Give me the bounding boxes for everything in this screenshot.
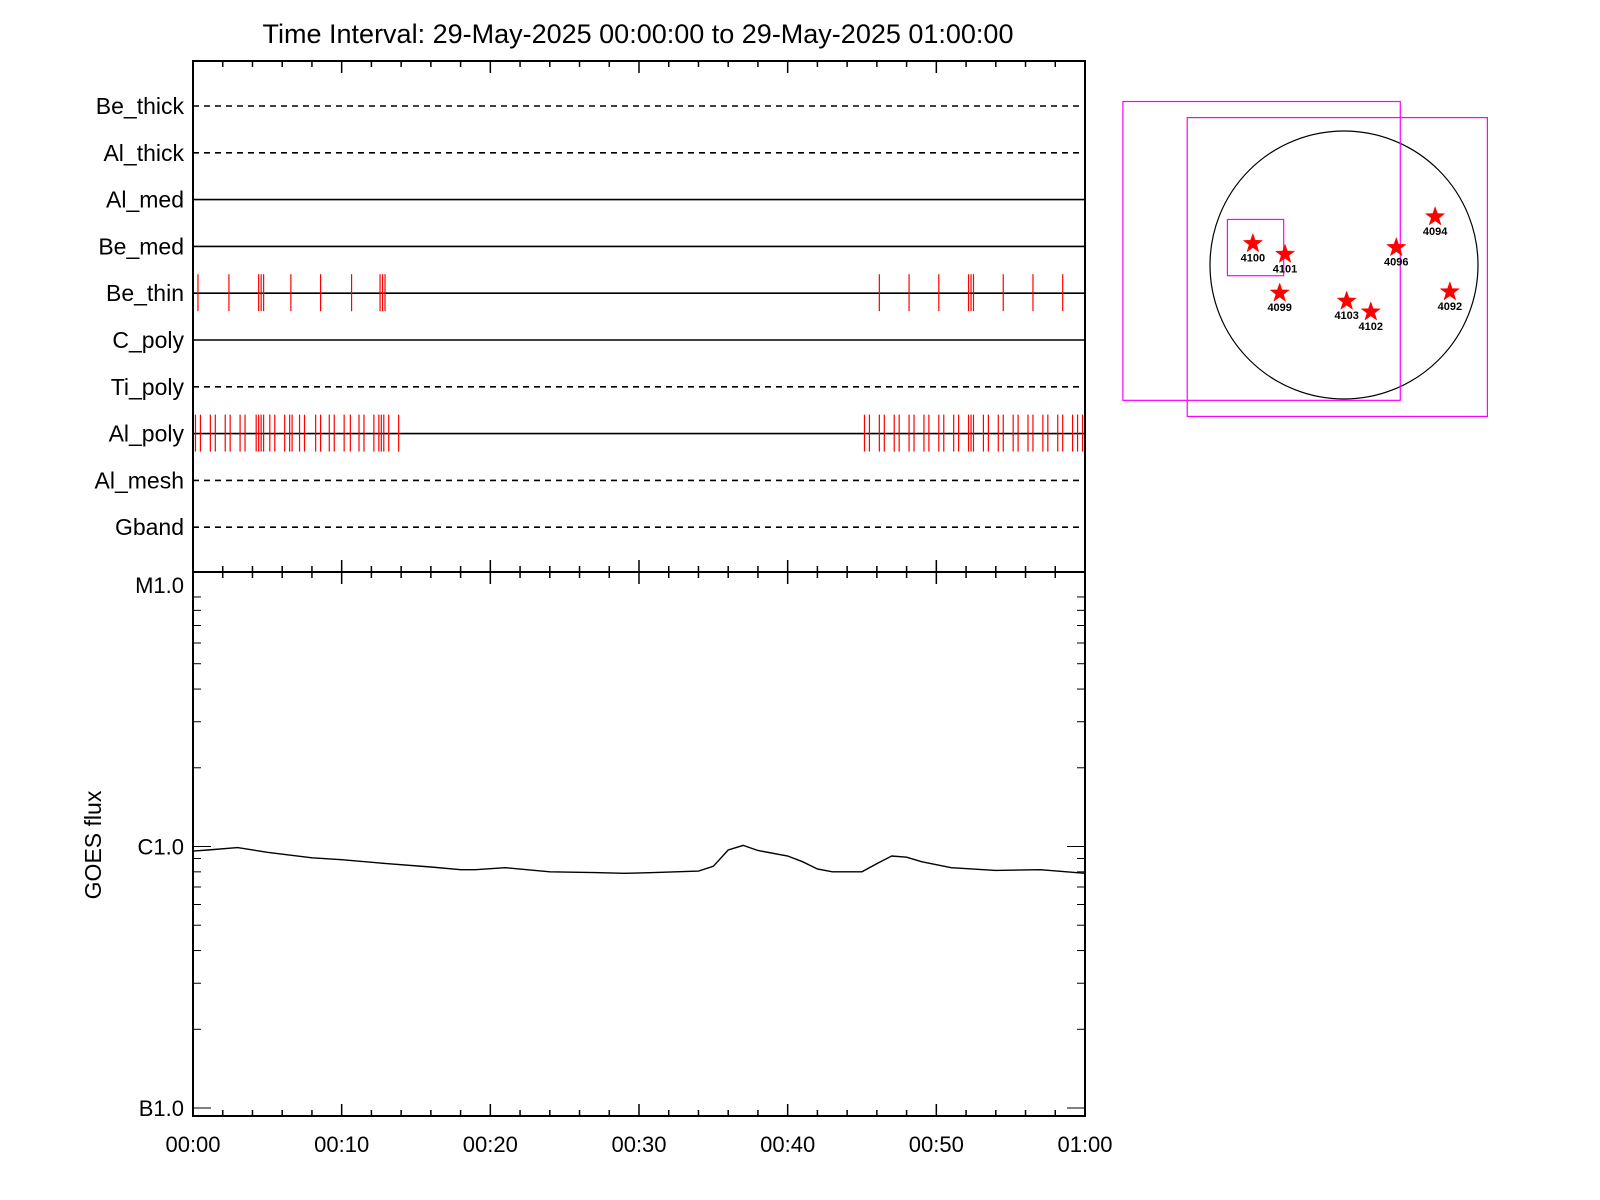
filter-row-label: Be_thick [96,93,185,119]
fov-box [1186,116,1488,418]
active-region: 4102 [1359,301,1383,333]
region-number: 4096 [1384,257,1408,269]
region-number: 4103 [1334,310,1358,322]
x-tick-label: 01:00 [1057,1132,1112,1157]
filter-row-label: Al_mesh [95,467,184,493]
filter-row: Ti_poly [111,374,1085,400]
filter-row: Be_med [98,233,1085,259]
x-tick-label: 00:50 [909,1132,964,1157]
region-number: 4094 [1423,226,1448,238]
lightcurve-frame [192,571,1086,1117]
region-star-marker [1274,243,1296,264]
y-axis-label: GOES flux [80,790,106,899]
region-number: 4100 [1241,253,1265,265]
y-tick-label: C1.0 [138,835,184,860]
region-number: 4101 [1273,263,1297,275]
filter-row: Be_thick [96,93,1085,119]
filter-row-label: Gband [115,514,184,540]
solar-limb [1209,130,1479,400]
region-star-marker [1269,282,1290,302]
region-star-marker [1424,206,1446,226]
x-tick-label: 00:40 [760,1132,815,1157]
active-region: 4096 [1384,236,1409,269]
x-tick-label: 00:00 [165,1132,220,1157]
filter-timeline-panel: Be_thick Al_thick Al_med Be_med Be_thin C_pol… [95,60,1086,573]
fov-box [1122,100,1401,401]
active-region: 4099 [1267,282,1292,314]
timeline-frame [192,60,1086,573]
region-number: 4099 [1267,302,1291,314]
filter-row-label: C_poly [112,327,184,353]
y-tick-label: B1.0 [139,1096,184,1121]
filter-row: Al_poly [109,414,1085,452]
active-region: 4094 [1423,206,1448,238]
chart-title: Time Interval: 29-May-2025 00:00:00 to 2… [263,19,1014,49]
region-star-marker [1360,301,1382,321]
active-region: 4092 [1438,281,1462,313]
filter-row: Al_thick [103,140,1085,166]
filter-row-label: Al_thick [103,140,184,166]
region-star-marker [1242,232,1264,253]
filter-row: Al_med [106,187,1085,213]
filter-row-label: Al_med [106,187,184,213]
filter-row: Gband [115,514,1085,540]
active-region: 4100 [1241,232,1265,265]
filter-row-label: Be_thin [106,280,184,306]
active-region: 4103 [1334,290,1359,322]
region-star-marker [1385,236,1407,257]
region-star-marker [1439,281,1461,301]
filter-row: C_poly [112,327,1085,353]
x-tick-label: 00:10 [314,1132,369,1157]
goes-lightcurve-panel: GOES flux 00:00 00:10 00:20 00:30 00:40 00:50… [80,571,1113,1157]
x-tick-label: 00:20 [463,1132,518,1157]
active-region: 4101 [1273,243,1297,275]
filter-row: Be_thin [106,274,1085,312]
filter-row-label: Al_poly [109,421,185,447]
filter-row-label: Be_med [98,233,184,259]
filter-row-label: Ti_poly [111,374,185,400]
x-tick-label: 00:30 [611,1132,666,1157]
region-number: 4092 [1438,301,1462,313]
y-tick-label: M1.0 [135,573,184,598]
region-number: 4102 [1359,321,1383,333]
goes-flux-line [192,844,1086,875]
filter-row: Al_mesh [95,467,1085,493]
region-star-marker [1336,290,1357,310]
